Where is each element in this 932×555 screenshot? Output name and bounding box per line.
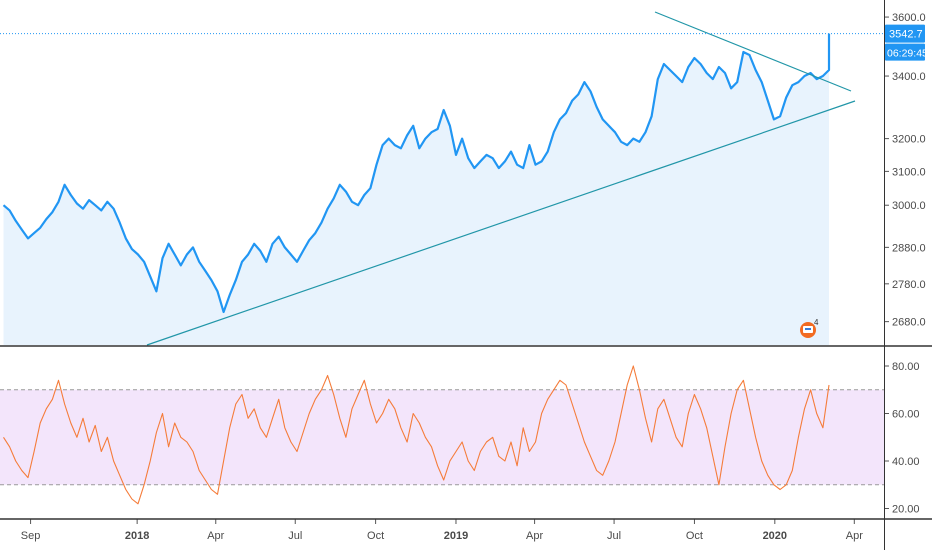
time-axis-label: Jul	[288, 530, 302, 542]
event-marker-count: 4	[814, 318, 819, 327]
price-axis-label: 2780.0	[892, 279, 926, 291]
price-axis-label: 2880.0	[892, 242, 926, 254]
last-price-tag	[885, 24, 925, 43]
time-axis-label: 2019	[444, 530, 468, 542]
time-axis-label: Apr	[846, 530, 863, 542]
resistance-trendline[interactable]	[654, 11, 852, 92]
price-axis-label: 3100.0	[892, 166, 926, 178]
time-axis: Sep 2018 Apr Jul Oct 2019 Apr Jul Oct 2020 Apr	[21, 519, 863, 542]
rsi-axis-label: 80.00	[892, 361, 920, 373]
price-axis-label: 3200.0	[892, 134, 926, 146]
time-axis-label: Oct	[367, 530, 384, 542]
time-axis-label: 2020	[763, 530, 787, 542]
price-line[interactable]	[2, 33, 831, 314]
earnings-event-icon[interactable]: 4	[800, 318, 819, 338]
event-marker-stripe	[805, 328, 811, 330]
price-area	[3, 33, 829, 345]
time-axis-label: Apr	[526, 530, 543, 542]
rsi-axis-label: 20.00	[892, 504, 920, 516]
rsi-band	[0, 389, 884, 485]
time-axis-label: Sep	[21, 530, 41, 542]
rsi-axis-label: 60.00	[892, 409, 920, 421]
time-axis-label: Oct	[686, 530, 703, 542]
support-trendline[interactable]	[146, 100, 856, 346]
rsi-pane: 80.00 60.00 40.00 20.00	[0, 361, 920, 516]
time-axis-label: Jul	[607, 530, 621, 542]
price-axis-label: 3400.0	[892, 71, 926, 83]
price-axis-label: 2680.0	[892, 317, 926, 329]
price-axis-label: 3600.0	[892, 12, 926, 24]
time-axis-label: 2018	[125, 530, 149, 542]
time-axis-label: Apr	[207, 530, 224, 542]
price-pane: 3600.0 3400.0 3200.0 3100.0 3000.0 2880.0 2780…	[0, 11, 926, 346]
rsi-line[interactable]	[3, 365, 830, 505]
countdown-tag	[885, 43, 925, 61]
countdown-value: 06:29:45	[887, 48, 928, 60]
last-price-value: 3542.7	[889, 29, 923, 41]
rsi-axis-label: 40.00	[892, 456, 920, 468]
price-axis-label: 3000.0	[892, 200, 926, 212]
